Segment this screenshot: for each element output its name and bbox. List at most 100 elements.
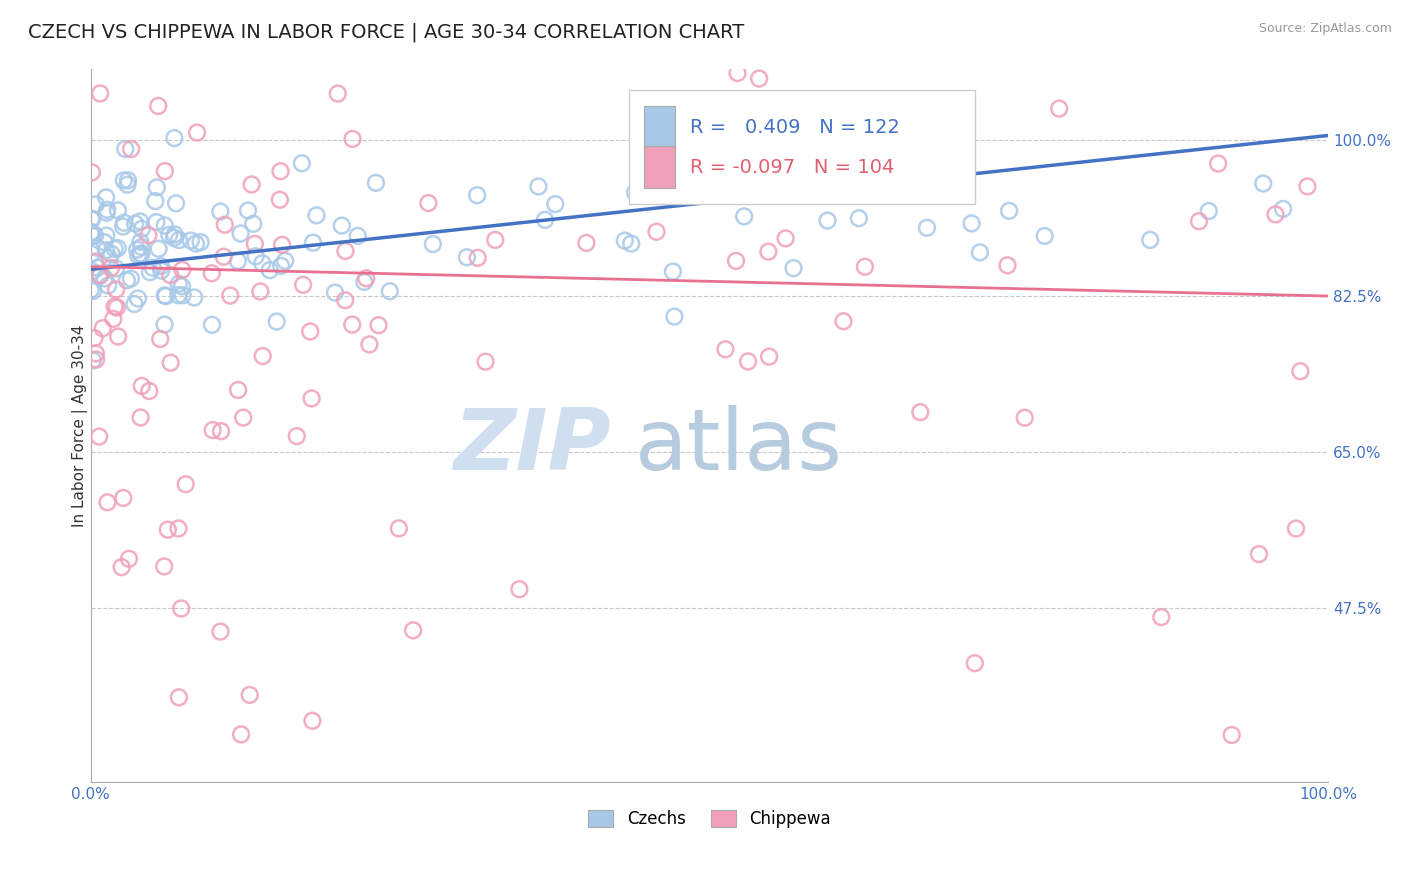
Point (378, 284, 401, 298)
Point (80, 225, 103, 239)
Point (201, 266, 224, 280)
Point (832, 314, 855, 328)
Point (112, 173, 135, 187)
Point (245, 249, 267, 263)
Point (527, 179, 550, 194)
Point (270, 259, 292, 273)
Point (402, 624, 425, 638)
Point (226, 254, 249, 268)
Point (292, 277, 315, 292)
Point (117, 173, 139, 187)
Point (129, 246, 152, 260)
Text: R = -0.097   N = 104: R = -0.097 N = 104 (689, 158, 894, 177)
Point (1220, 728, 1243, 742)
Point (346, 228, 368, 243)
Point (1188, 214, 1211, 228)
Point (758, 350, 780, 364)
Point (1198, 204, 1220, 219)
Point (335, 244, 357, 258)
Point (143, 194, 166, 208)
Point (80, 165, 103, 179)
Point (846, 168, 869, 182)
Point (86, 260, 108, 275)
Point (156, 523, 179, 537)
Point (167, 521, 190, 535)
Point (117, 178, 139, 192)
Point (103, 242, 125, 256)
Point (624, 186, 647, 200)
Point (534, 212, 557, 227)
Point (80, 211, 103, 226)
Point (299, 325, 322, 339)
Point (998, 203, 1021, 218)
Point (305, 208, 328, 222)
Point (138, 384, 160, 398)
Point (100, 260, 122, 275)
Point (96, 205, 118, 219)
Point (910, 405, 932, 419)
Point (127, 292, 149, 306)
Point (364, 176, 387, 190)
Point (960, 216, 983, 230)
Point (148, 99, 170, 113)
Point (1150, 610, 1173, 624)
Point (105, 301, 128, 315)
Point (145, 215, 167, 229)
Point (186, 126, 208, 140)
Point (104, 300, 127, 314)
Point (271, 238, 294, 252)
Point (301, 714, 323, 728)
Point (868, 186, 890, 201)
Point (1047, 102, 1070, 116)
Point (157, 227, 180, 242)
Point (775, 231, 797, 245)
Point (242, 217, 264, 231)
Point (354, 271, 377, 285)
Point (104, 261, 127, 276)
Point (243, 236, 266, 251)
Point (153, 318, 176, 332)
Point (124, 297, 146, 311)
Point (84, 346, 107, 360)
Point (167, 277, 190, 291)
Point (91, 321, 114, 335)
Point (285, 429, 308, 443)
Point (353, 275, 375, 289)
Point (153, 219, 176, 233)
Point (163, 227, 186, 242)
Point (269, 193, 291, 207)
Point (115, 273, 138, 287)
Point (138, 228, 160, 243)
Point (342, 318, 364, 332)
Legend: Czechs, Chippewa: Czechs, Chippewa (582, 803, 837, 835)
Point (714, 343, 737, 357)
Point (613, 234, 636, 248)
Point (163, 131, 186, 145)
Point (737, 354, 759, 368)
Point (184, 14, 207, 29)
Point (167, 690, 190, 705)
Point (1285, 522, 1308, 536)
Point (94, 190, 117, 204)
Point (229, 727, 252, 741)
Point (252, 349, 274, 363)
Point (159, 268, 181, 282)
Point (266, 314, 288, 328)
Point (252, 256, 274, 270)
Point (131, 222, 153, 236)
Point (724, 253, 747, 268)
Point (107, 203, 129, 218)
Point (508, 582, 530, 597)
Point (89, 268, 111, 282)
Point (153, 288, 176, 302)
Point (124, 217, 146, 231)
Point (291, 156, 314, 170)
Point (155, 289, 177, 303)
Point (83, 331, 105, 345)
Point (209, 424, 232, 438)
Point (172, 262, 194, 277)
Point (131, 379, 153, 393)
Point (848, 211, 870, 226)
Point (96, 495, 118, 509)
Point (465, 188, 488, 202)
